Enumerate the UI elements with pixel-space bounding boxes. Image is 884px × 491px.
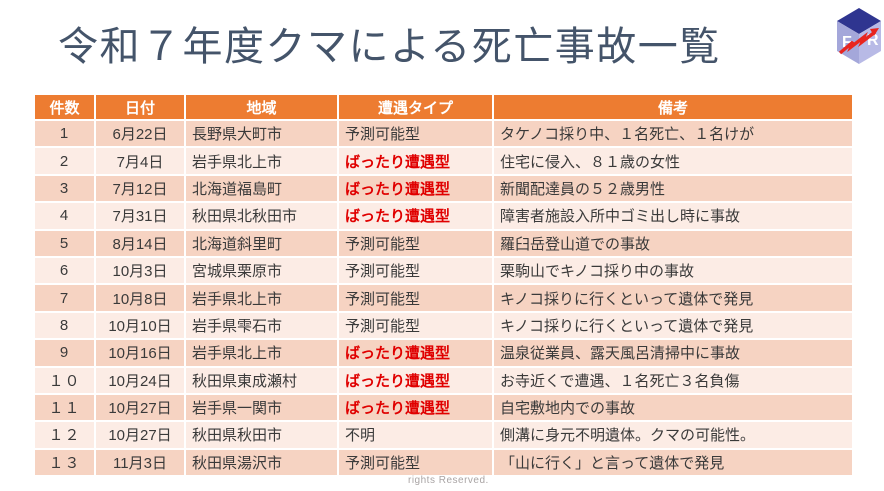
region-cell: 秋田県湯沢市 — [185, 448, 339, 478]
table-row: １２ 10月27日 秋田県秋田市 不明 側溝に身元不明遺体。クマの可能性。 — [35, 421, 852, 450]
case-number-cell: 2 — [35, 147, 96, 176]
remarks-cell: タケノコ採り中、１名死亡、１名けが — [493, 120, 852, 149]
date-cell: 11月3日 — [95, 448, 186, 478]
case-number-cell: 4 — [35, 202, 96, 231]
table-row: １３ 11月3日 秋田県湯沢市 予測可能型 「山に行く」と言って遺体で発見 — [35, 448, 852, 478]
case-number-cell: １２ — [35, 421, 96, 450]
region-cell: 北海道斜里町 — [185, 229, 339, 258]
remarks-cell: キノコ採りに行くといって遺体で発見 — [493, 311, 852, 341]
date-cell: 10月27日 — [95, 421, 186, 450]
header-cell-remarks: 備考 — [493, 95, 852, 121]
case-number-cell: 7 — [35, 284, 96, 313]
region-cell: 宮城県栗原市 — [185, 256, 339, 286]
table-row: 8 10月10日 岩手県雫石市 予測可能型 キノコ採りに行くといって遺体で発見 — [35, 311, 852, 341]
encounter-type-cell: ばったり遭遇型 — [338, 339, 494, 368]
remarks-cell: 新聞配達員の５２歳男性 — [493, 174, 852, 204]
table-row: 4 7月31日 秋田県北秋田市 ばったり遭遇型 障害者施設入所中ゴミ出し時に事故 — [35, 202, 852, 231]
date-cell: 10月8日 — [95, 284, 186, 313]
table-row: 2 7月4日 岩手県北上市 ばったり遭遇型 住宅に侵入、８１歳の女性 — [35, 147, 852, 176]
remarks-cell: 自宅敷地内での事故 — [493, 393, 852, 423]
lightning-bolt-icon — [838, 30, 877, 55]
case-number-cell: 8 — [35, 311, 96, 341]
case-number-cell: 6 — [35, 256, 96, 286]
remarks-cell: 障害者施設入所中ゴミ出し時に事故 — [493, 202, 852, 231]
remarks-cell: お寺近くで遭遇、１名死亡３名負傷 — [493, 366, 852, 395]
table-row: 3 7月12日 北海道福島町 ばったり遭遇型 新聞配達員の５２歳男性 — [35, 174, 852, 204]
region-cell: 岩手県北上市 — [185, 339, 339, 368]
date-cell: 7月12日 — [95, 174, 186, 204]
region-cell: 長野県大町市 — [185, 120, 339, 149]
encounter-type-cell: ばったり遭遇型 — [338, 393, 494, 423]
encounter-type-cell: 不明 — [338, 421, 494, 450]
header-cell-count: 件数 — [35, 95, 96, 121]
date-cell: 10月3日 — [95, 256, 186, 286]
encounter-type-cell: 予測可能型 — [338, 284, 494, 313]
table-row: 9 10月16日 岩手県北上市 ばったり遭遇型 温泉従業員、露天風呂清掃中に事故 — [35, 339, 852, 368]
case-number-cell: 1 — [35, 120, 96, 149]
accident-table: 件数 日付 地域 遭遇タイプ 備考 1 6月22日 長野県大町市 予測可能型 タ… — [35, 95, 852, 478]
region-cell: 秋田県北秋田市 — [185, 202, 339, 231]
case-number-cell: １０ — [35, 366, 96, 395]
remarks-cell: 側溝に身元不明遺体。クマの可能性。 — [493, 421, 852, 450]
table-row: 5 8月14日 北海道斜里町 予測可能型 羅臼岳登山道での事故 — [35, 229, 852, 258]
case-number-cell: 9 — [35, 339, 96, 368]
region-cell: 岩手県一関市 — [185, 393, 339, 423]
case-number-cell: １１ — [35, 393, 96, 423]
page-title: 令和７年度クマによる死亡事故一覧 — [58, 25, 721, 69]
region-cell: 岩手県雫石市 — [185, 311, 339, 341]
remarks-cell: 羅臼岳登山道での事故 — [493, 229, 852, 258]
cube-logo-icon: F R — [837, 8, 881, 64]
region-cell: 秋田県秋田市 — [185, 421, 339, 450]
encounter-type-cell: 予測可能型 — [338, 256, 494, 286]
header-cell-region: 地域 — [185, 95, 339, 121]
table-header-row: 件数 日付 地域 遭遇タイプ 備考 — [35, 95, 852, 121]
table-row: 1 6月22日 長野県大町市 予測可能型 タケノコ採り中、１名死亡、１名けが — [35, 120, 852, 149]
date-cell: 10月24日 — [95, 366, 186, 395]
date-cell: 10月10日 — [95, 311, 186, 341]
date-cell: 8月14日 — [95, 229, 186, 258]
remarks-cell: キノコ採りに行くといって遺体で発見 — [493, 284, 852, 313]
encounter-type-cell: 予測可能型 — [338, 229, 494, 258]
encounter-type-cell: ばったり遭遇型 — [338, 202, 494, 231]
region-cell: 岩手県北上市 — [185, 284, 339, 313]
date-cell: 10月16日 — [95, 339, 186, 368]
table-row: １０ 10月24日 秋田県東成瀬村 ばったり遭遇型 お寺近くで遭遇、１名死亡３名… — [35, 366, 852, 395]
header-cell-type: 遭遇タイプ — [338, 95, 494, 121]
case-number-cell: 3 — [35, 174, 96, 204]
date-cell: 10月27日 — [95, 393, 186, 423]
encounter-type-cell: 予測可能型 — [338, 120, 494, 149]
encounter-type-cell: 予測可能型 — [338, 448, 494, 478]
remarks-cell: 栗駒山でキノコ採り中の事故 — [493, 256, 852, 286]
encounter-type-cell: ばったり遭遇型 — [338, 147, 494, 176]
region-cell: 秋田県東成瀬村 — [185, 366, 339, 395]
date-cell: 7月31日 — [95, 202, 186, 231]
case-number-cell: １３ — [35, 448, 96, 478]
encounter-type-cell: ばったり遭遇型 — [338, 174, 494, 204]
fnr-logo: F R — [836, 7, 882, 65]
copyright-text: rights Reserved. — [408, 475, 489, 486]
encounter-type-cell: 予測可能型 — [338, 311, 494, 341]
remarks-cell: 住宅に侵入、８１歳の女性 — [493, 147, 852, 176]
remarks-cell: 温泉従業員、露天風呂清掃中に事故 — [493, 339, 852, 368]
table-row: 7 10月8日 岩手県北上市 予測可能型 キノコ採りに行くといって遺体で発見 — [35, 284, 852, 313]
region-cell: 岩手県北上市 — [185, 147, 339, 176]
lightning-arrowhead-icon — [870, 28, 879, 36]
table-row: １１ 10月27日 岩手県一関市 ばったり遭遇型 自宅敷地内での事故 — [35, 393, 852, 423]
case-number-cell: 5 — [35, 229, 96, 258]
remarks-cell: 「山に行く」と言って遺体で発見 — [493, 448, 852, 478]
logo-letter-f: F — [842, 34, 852, 51]
date-cell: 7月4日 — [95, 147, 186, 176]
header-cell-date: 日付 — [95, 95, 186, 121]
region-cell: 北海道福島町 — [185, 174, 339, 204]
date-cell: 6月22日 — [95, 120, 186, 149]
table-row: 6 10月3日 宮城県栗原市 予測可能型 栗駒山でキノコ採り中の事故 — [35, 256, 852, 286]
encounter-type-cell: ばったり遭遇型 — [338, 366, 494, 395]
